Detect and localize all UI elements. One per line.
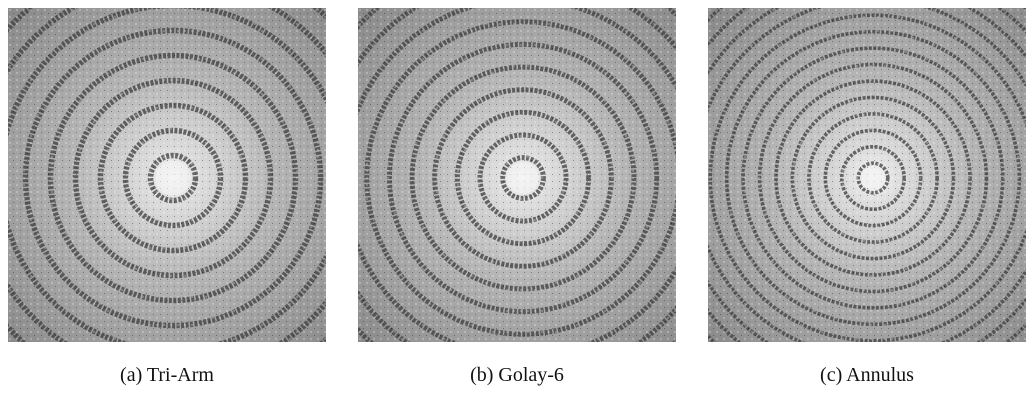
panel-golay-6-image: [358, 8, 676, 342]
central-peak: [507, 162, 539, 194]
panel-tri-arm-image: [8, 8, 326, 342]
golay-6-psf-image: [358, 8, 676, 342]
caption-golay-6: (b) Golay-6: [470, 364, 564, 386]
central-peak: [155, 160, 191, 196]
central-peak: [861, 166, 885, 190]
caption-tri-arm: (a) Tri-Arm: [120, 364, 214, 386]
caption-annulus: (c) Annulus: [820, 364, 914, 386]
tri-arm-psf-image: [8, 8, 326, 342]
panel-annulus-image: [708, 8, 1026, 342]
annulus-psf-image: [708, 8, 1026, 342]
